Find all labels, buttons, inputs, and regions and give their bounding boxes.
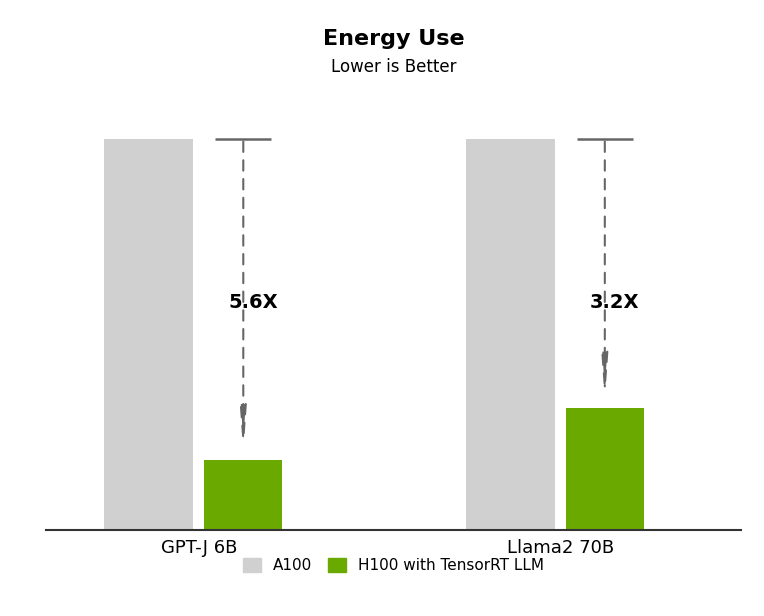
Text: 5.6X: 5.6X: [228, 293, 277, 312]
Bar: [466, 139, 555, 530]
Bar: [566, 408, 644, 530]
Bar: [204, 460, 282, 530]
Text: 3.2X: 3.2X: [590, 293, 639, 312]
Text: Lower is Better: Lower is Better: [331, 57, 456, 76]
Text: Energy Use: Energy Use: [322, 28, 465, 49]
Legend: A100, H100 with TensorRT LLM: A100, H100 with TensorRT LLM: [235, 550, 552, 580]
Bar: [104, 139, 193, 530]
